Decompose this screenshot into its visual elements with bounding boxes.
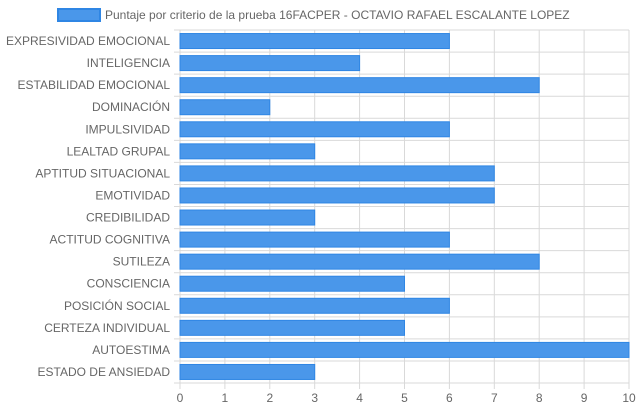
bar	[179, 187, 495, 204]
bar	[179, 33, 450, 50]
category-label: EMOTIVIDAD	[95, 188, 170, 202]
x-tick-label: 4	[356, 391, 363, 405]
category-label: LEALTAD GRUPAL	[67, 144, 171, 158]
category-axis: EXPRESIVIDAD EMOCIONAL INTELIGENCIA ESTABI…	[6, 34, 170, 379]
legend-label: Puntaje por criterio de la prueba 16FACP…	[105, 8, 570, 22]
category-label: AUTOESTIMA	[92, 343, 170, 357]
category-label: ESTADO DE ANSIEDAD	[38, 365, 171, 379]
category-label: IMPULSIVIDAD	[85, 122, 170, 136]
category-label: ACTITUD COGNITIVA	[50, 233, 170, 247]
x-tick-label: 3	[311, 391, 318, 405]
category-label: DOMINACIÓN	[92, 99, 170, 114]
category-label: ESTABILIDAD EMOCIONAL	[18, 78, 171, 92]
x-tick-label: 10	[622, 391, 636, 405]
category-label: CERTEZA INDIVIDUAL	[44, 321, 170, 335]
bar	[179, 297, 450, 314]
x-tick-label: 0	[177, 391, 184, 405]
value-axis: 0 1 2 3 4 5 6 7 8 9 10	[177, 391, 636, 405]
bar	[179, 253, 540, 270]
x-tick-label: 9	[581, 391, 588, 405]
x-tick-label: 6	[446, 391, 453, 405]
category-label: APTITUD SITUACIONAL	[35, 166, 170, 180]
bar-group	[179, 33, 630, 380]
x-tick-label: 2	[266, 391, 273, 405]
category-label: CREDIBILIDAD	[86, 211, 170, 225]
bar	[179, 275, 405, 292]
bar	[179, 231, 450, 248]
category-label: POSICIÓN SOCIAL	[64, 298, 170, 313]
category-label: SUTILEZA	[113, 255, 170, 269]
bar	[179, 55, 361, 72]
chart-legend[interactable]: Puntaje por criterio de la prueba 16FACP…	[57, 8, 570, 22]
x-tick-label: 7	[491, 391, 498, 405]
category-label: EXPRESIVIDAD EMOCIONAL	[6, 34, 170, 48]
x-tick-label: 1	[222, 391, 229, 405]
legend-swatch	[57, 8, 101, 22]
bar	[179, 143, 316, 160]
bar	[179, 121, 450, 138]
bar	[179, 99, 271, 116]
bar	[179, 341, 630, 358]
bar	[179, 77, 540, 94]
bar	[179, 209, 316, 226]
x-tick-label: 8	[536, 391, 543, 405]
bar	[179, 363, 316, 380]
category-label: INTELIGENCIA	[87, 56, 170, 70]
bar	[179, 319, 405, 336]
x-tick-label: 5	[401, 391, 408, 405]
bar	[179, 165, 495, 182]
category-label: CONSCIENCIA	[87, 277, 170, 291]
